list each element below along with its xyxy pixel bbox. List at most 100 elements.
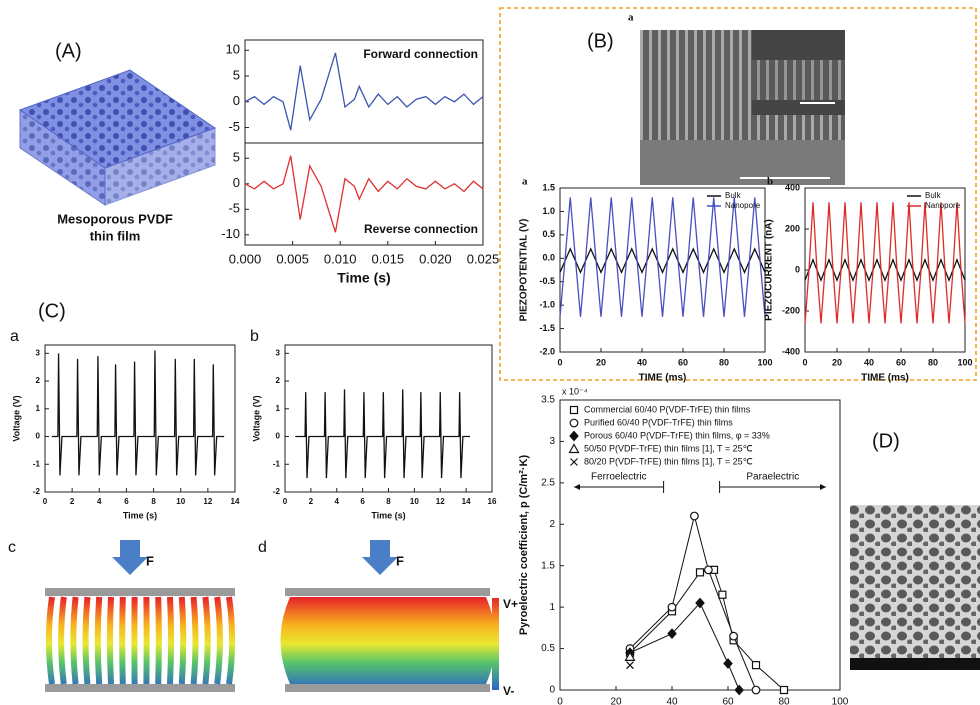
y-tick-label: 5 (233, 150, 240, 165)
y-tick-label: 1.0 (542, 206, 555, 216)
legend-symbol (569, 430, 579, 442)
legend-symbol (570, 458, 578, 466)
y-tick-label: -0.5 (539, 276, 555, 286)
force-arrows (112, 540, 398, 575)
stripe (106, 596, 114, 685)
y-tick-label: 0.5 (542, 229, 555, 239)
figure-label: F (146, 553, 154, 568)
x-tick-label: 10 (176, 497, 185, 506)
panel-label: b (767, 176, 773, 188)
y-tick-label: 1.5 (542, 182, 555, 192)
x-tick-label: 12 (436, 497, 445, 506)
x-tick-label: 40 (637, 357, 647, 367)
series-line (629, 569, 785, 691)
x-tick-label: 80 (778, 697, 790, 705)
y-tick-label: 200 (785, 223, 800, 233)
stripe (226, 596, 236, 685)
data-point (704, 565, 713, 575)
data-point (718, 590, 727, 599)
y-axis-label: PIEZOPOTENTIAL (V) (519, 219, 530, 322)
x-tick-label: 20 (596, 357, 606, 367)
x-tick-label: 0 (283, 497, 288, 506)
stripe (155, 596, 162, 685)
x-tick-label: 0 (43, 497, 48, 506)
y-tick-label: 1 (276, 404, 281, 413)
x-axis-label: TIME (ms) (639, 373, 687, 384)
legend-label: Nanopore (925, 201, 961, 210)
stripe (45, 596, 55, 685)
y-tick-label: 0 (276, 432, 281, 441)
sem-image-b (640, 30, 845, 185)
figure-label: thin film (90, 228, 141, 243)
figure-label: c (8, 539, 16, 556)
x-tick-label: 8 (386, 497, 391, 506)
x-tick-label: 20 (832, 357, 842, 367)
y-tick-label: 3 (36, 348, 41, 357)
figure-label: (B) (587, 30, 614, 52)
data-point (751, 685, 761, 695)
y-tick-label: -1 (33, 459, 41, 468)
y-tick-label: -5 (228, 201, 240, 216)
y-tick-label: 1.5 (541, 560, 555, 571)
plot-frame (559, 187, 766, 353)
x-tick-label: 12 (203, 497, 212, 506)
data-point (695, 568, 705, 577)
data-point (695, 597, 705, 609)
series-line (804, 257, 966, 283)
x-tick-label: 0.000 (229, 251, 262, 266)
figure-label: SEI 5.0kV X3,300 1μm WD 2.3mm (853, 661, 930, 667)
legend-label: Nanopore (725, 201, 761, 210)
x-tick-label: 0 (802, 357, 807, 367)
panel-label: a (522, 176, 528, 188)
stripe (70, 596, 79, 685)
stripe (58, 596, 67, 685)
y-tick-label: -10 (221, 226, 240, 241)
y-tick-label: 2 (36, 376, 41, 385)
y-tick-label: 0.0 (542, 253, 555, 263)
x-tick-label: 0.025 (467, 251, 500, 266)
figure-label: (C) (38, 300, 66, 322)
x-tick-label: 0.010 (324, 251, 357, 266)
arrow-head (820, 484, 826, 490)
x-tick-label: 4 (335, 497, 340, 506)
x-tick-label: 10 (410, 497, 419, 506)
figure-label: (D) (872, 430, 900, 452)
x-tick-label: 100 (832, 697, 849, 705)
data-point (667, 628, 677, 640)
x-axis-label: Time (s) (337, 270, 390, 286)
x-tick-label: 80 (719, 357, 729, 367)
series-line (629, 515, 757, 691)
series-line (804, 202, 966, 324)
y-tick-label: -2 (33, 487, 41, 496)
series-line (559, 197, 766, 317)
y-tick-label: 2 (549, 519, 555, 530)
data-point (779, 685, 789, 695)
y-tick-label: -1 (273, 459, 281, 468)
x-tick-label: 60 (722, 697, 734, 705)
x-tick-label: 80 (928, 357, 938, 367)
x-tick-label: 100 (757, 357, 772, 367)
figure-label: (A) (55, 40, 82, 62)
y-tick-label: 400 (785, 182, 800, 192)
data-point (624, 651, 636, 661)
figure-label: F (396, 553, 404, 568)
data-point (690, 511, 699, 521)
plot-frame (559, 399, 841, 691)
x-tick-label: 100 (957, 357, 972, 367)
stripe (167, 596, 175, 685)
y-tick-label: 0.5 (541, 643, 555, 654)
y-tick-label: 1 (549, 602, 555, 613)
data-point (729, 631, 738, 641)
legend-label: Commercial 60/40 P(VDF-TrFE) thin films (584, 404, 751, 414)
data-point (667, 602, 677, 612)
x-tick-label: 0.005 (276, 251, 309, 266)
y-tick-label: 2.5 (541, 477, 555, 488)
figure-label: d (258, 539, 267, 556)
y-axis-label: Pyroelectric coefficient, p (C/m²·K) (518, 455, 530, 636)
plot-frame (244, 142, 484, 246)
stripe (82, 596, 91, 685)
x-tick-label: 14 (462, 497, 471, 506)
y-tick-label: 2 (276, 376, 281, 385)
